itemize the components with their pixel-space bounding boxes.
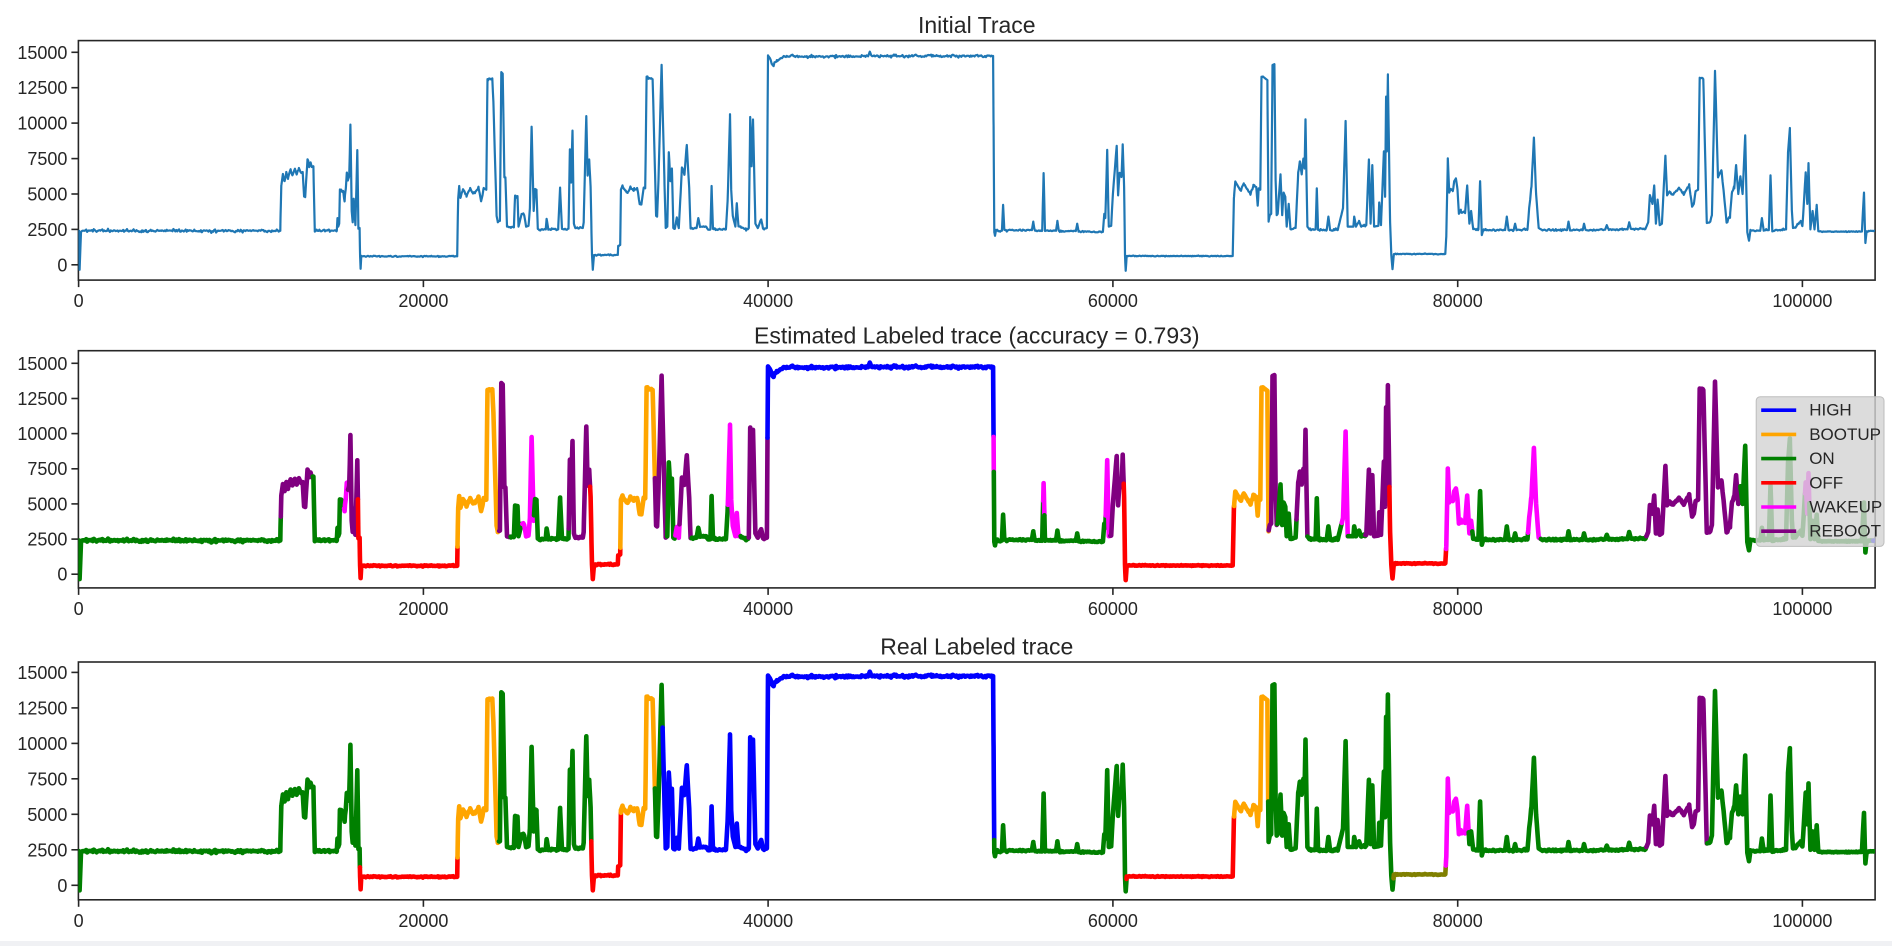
svg-text:10000: 10000 — [17, 114, 67, 134]
svg-text:20000: 20000 — [398, 291, 448, 311]
svg-text:40000: 40000 — [743, 291, 793, 311]
svg-text:Real Labeled trace: Real Labeled trace — [880, 634, 1073, 660]
svg-text:7500: 7500 — [27, 149, 67, 169]
svg-text:7500: 7500 — [27, 459, 67, 479]
svg-text:10000: 10000 — [17, 734, 67, 754]
svg-text:100000: 100000 — [1772, 291, 1832, 311]
svg-text:OFF: OFF — [1809, 473, 1843, 492]
svg-text:BOOTUP: BOOTUP — [1809, 425, 1881, 444]
svg-text:20000: 20000 — [398, 911, 448, 931]
svg-text:80000: 80000 — [1433, 291, 1483, 311]
svg-text:80000: 80000 — [1433, 911, 1483, 931]
svg-text:0: 0 — [74, 599, 84, 619]
svg-text:12500: 12500 — [17, 698, 67, 718]
svg-text:20000: 20000 — [398, 599, 448, 619]
svg-text:60000: 60000 — [1088, 599, 1138, 619]
svg-text:5000: 5000 — [27, 494, 67, 514]
svg-text:40000: 40000 — [743, 911, 793, 931]
svg-text:80000: 80000 — [1433, 599, 1483, 619]
svg-text:10000: 10000 — [17, 424, 67, 444]
svg-text:100000: 100000 — [1772, 599, 1832, 619]
svg-text:Initial Trace: Initial Trace — [918, 12, 1036, 38]
svg-text:Estimated Labeled trace (accur: Estimated Labeled trace (accuracy = 0.79… — [754, 323, 1200, 349]
svg-text:7500: 7500 — [27, 769, 67, 789]
svg-text:60000: 60000 — [1088, 291, 1138, 311]
svg-text:5000: 5000 — [27, 185, 67, 205]
svg-text:12500: 12500 — [17, 78, 67, 98]
svg-text:0: 0 — [74, 291, 84, 311]
svg-text:2500: 2500 — [27, 530, 67, 550]
svg-text:WAKEUP: WAKEUP — [1809, 498, 1882, 517]
svg-text:15000: 15000 — [17, 663, 67, 683]
svg-text:15000: 15000 — [17, 43, 67, 63]
svg-text:12500: 12500 — [17, 389, 67, 409]
svg-text:40000: 40000 — [743, 599, 793, 619]
svg-text:100000: 100000 — [1772, 911, 1832, 931]
svg-text:0: 0 — [57, 876, 67, 896]
svg-text:15000: 15000 — [17, 354, 67, 374]
svg-text:60000: 60000 — [1088, 911, 1138, 931]
svg-text:HIGH: HIGH — [1809, 401, 1852, 420]
svg-text:REBOOT: REBOOT — [1809, 522, 1881, 541]
svg-text:5000: 5000 — [27, 805, 67, 825]
svg-text:ON: ON — [1809, 449, 1835, 468]
svg-text:2500: 2500 — [27, 220, 67, 240]
svg-text:0: 0 — [57, 255, 67, 275]
svg-text:2500: 2500 — [27, 840, 67, 860]
svg-text:0: 0 — [57, 565, 67, 585]
svg-text:0: 0 — [74, 911, 84, 931]
